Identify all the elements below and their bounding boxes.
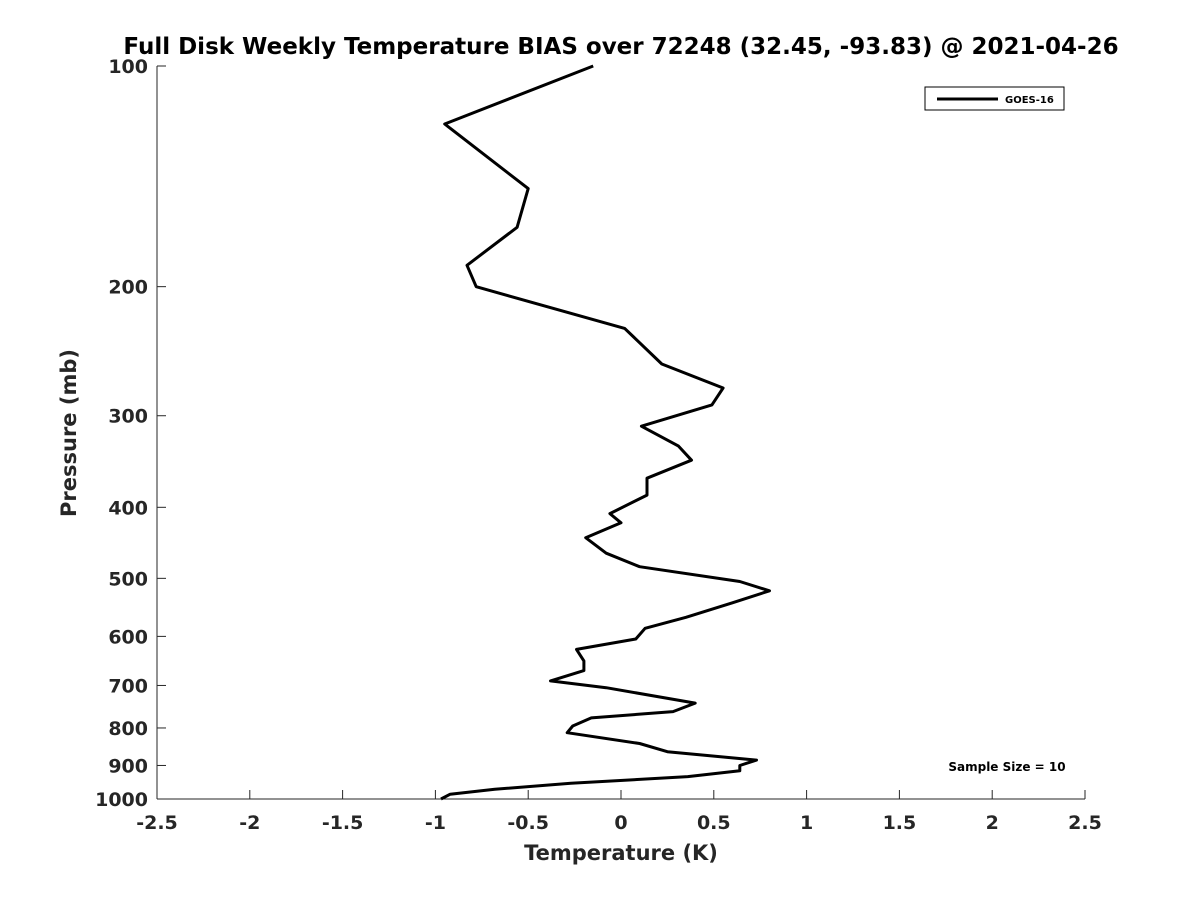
y-axis-label: Pressure (mb) [57, 349, 81, 517]
x-tick-label: -1 [425, 812, 446, 834]
x-tick-label: -0.5 [507, 812, 549, 834]
legend: GOES-16 [924, 86, 1065, 111]
y-tick-label: 500 [108, 568, 148, 590]
ticks: -2.5 -2 -1.5 -1 -0.5 0 0.5 1 1.5 2 2.5 100 200 300 400… [95, 56, 1102, 834]
x-tick-label: 2 [986, 812, 999, 834]
sample-size-annotation: Sample Size = 10 [948, 760, 1065, 774]
y-tick-label: 800 [108, 718, 148, 740]
x-axis-label: Temperature (K) [524, 841, 718, 865]
y-tick-label: 200 [108, 277, 148, 299]
y-tick-label: 600 [108, 626, 148, 648]
y-tick-label: 700 [108, 675, 148, 697]
series [440, 64, 771, 801]
y-tick-label: 1000 [95, 789, 148, 811]
chart-title: Full Disk Weekly Temperature BIAS over 7… [123, 34, 1118, 60]
x-tick-label: 2.5 [1068, 812, 1102, 834]
series-line-goes-16 [440, 64, 771, 801]
x-tick-label: -1.5 [322, 812, 364, 834]
y-tick-label: 100 [108, 56, 148, 78]
x-tick-label: 1 [800, 812, 813, 834]
x-tick-label: 0 [614, 812, 627, 834]
x-tick-label: -2 [239, 812, 260, 834]
y-tick-label: 400 [108, 497, 148, 519]
x-tick-label: 1.5 [883, 812, 917, 834]
y-tick-label: 900 [108, 755, 148, 777]
x-tick-label: -2.5 [136, 812, 178, 834]
x-tick-label: 0.5 [697, 812, 731, 834]
y-tick-label: 300 [108, 406, 148, 428]
legend-label-goes-16: GOES-16 [1005, 95, 1054, 106]
